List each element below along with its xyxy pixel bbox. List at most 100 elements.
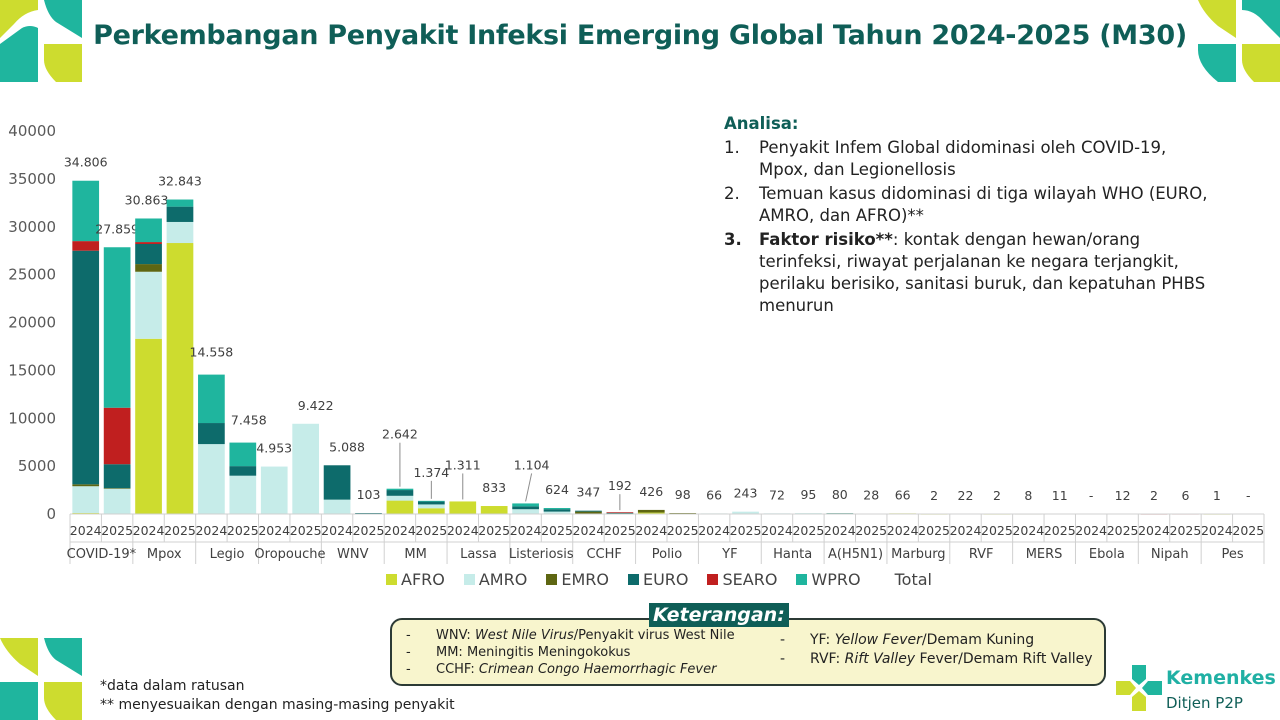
- legend-item: WPRO: [796, 570, 861, 589]
- dash: -: [406, 662, 411, 677]
- data-label: 22: [958, 488, 974, 503]
- bar-segment-wpro: [543, 508, 571, 510]
- bar-segment-wpro: [72, 180, 100, 242]
- legend-swatch: [386, 574, 397, 585]
- bar-segment-searo: [103, 407, 131, 465]
- bar-segment-euro: [72, 250, 100, 485]
- x-year-label: 2024: [635, 523, 667, 538]
- x-year-label: 2025: [730, 523, 762, 538]
- bar-segment-amro: [229, 475, 257, 514]
- x-year-label: 2025: [1107, 523, 1139, 538]
- keterangan-title: Keterangan:: [649, 603, 789, 627]
- bar-segment-euro: [417, 501, 445, 505]
- x-category-label: Legio: [210, 547, 245, 562]
- bar-segment-euro: [386, 490, 414, 496]
- data-label: -: [1246, 488, 1251, 503]
- logo-text: Kemenkes Ditjen P2P: [1166, 668, 1276, 713]
- legend-swatch: [796, 574, 808, 585]
- bar-segment-wpro: [229, 442, 257, 467]
- x-category-label: Mpox: [147, 547, 182, 562]
- bar-segment-euro: [575, 510, 602, 512]
- legend-swatch: [707, 574, 719, 585]
- bar-segment-amro: [512, 509, 539, 514]
- analysis-item-bold: Faktor risiko**: [759, 230, 893, 249]
- data-label: 98: [675, 487, 691, 502]
- data-label: 30.863: [125, 192, 169, 207]
- legend-swatch: [627, 574, 639, 585]
- x-year-label: 2024: [1075, 523, 1107, 538]
- legend-swatch: [463, 574, 475, 585]
- x-category-label: MERS: [1026, 547, 1063, 562]
- data-label: 4.953: [256, 441, 292, 456]
- bar-segment-afro: [386, 500, 414, 514]
- analysis-heading: Analisa:: [724, 114, 799, 133]
- bar-segment-amro: [543, 511, 571, 514]
- x-category-label: COVID-19*: [67, 547, 137, 562]
- bar-segment-searo: [135, 242, 162, 244]
- y-tick-label: 5000: [18, 457, 56, 475]
- data-label: 28: [863, 488, 879, 503]
- x-category-label: Listeriosis: [509, 547, 574, 562]
- keterangan-row: - WNV: West Nile Virus/Penyakit virus Wes…: [406, 627, 735, 644]
- legend-label: SEARO: [722, 570, 778, 589]
- corner-ornament-top-right: [1198, 0, 1280, 82]
- x-category-label: Polio: [652, 547, 683, 562]
- legend-item: EURO: [627, 570, 688, 589]
- bar-segment-afro: [480, 506, 508, 514]
- x-year-label: 2025: [604, 523, 636, 538]
- x-year-label: 2024: [258, 523, 290, 538]
- bar-segment-searo: [72, 241, 100, 251]
- x-year-label: 2024: [70, 523, 102, 538]
- x-year-label: 2025: [1044, 523, 1076, 538]
- stacked-bar-chart: 0 5000 10000 15000 20000 25000 30000 35000 40000…: [8, 122, 1265, 564]
- x-category-label: Hanta: [773, 547, 812, 562]
- bar-segment-emro: [72, 484, 100, 487]
- page-title: Perkembangan Penyakit Infeksi Emerging G…: [93, 20, 1187, 51]
- bar-segment-wpro: [135, 218, 162, 243]
- x-year-label: 2025: [667, 523, 699, 538]
- bar-segment-amro: [135, 271, 162, 339]
- x-year-label: 2024: [195, 523, 227, 538]
- analysis-item-text: Temuan kasus didominasi di tiga wilayah …: [759, 184, 1208, 225]
- y-tick-label: 25000: [8, 266, 56, 284]
- y-tick-label: 35000: [8, 170, 56, 188]
- x-year-label: 2025: [1232, 523, 1264, 538]
- bar-segment-amro: [417, 504, 445, 509]
- keterangan-row: - RVF: Rift Valley Fever/Demam Rift Valle…: [780, 650, 1093, 669]
- legend-swatch: [546, 574, 558, 585]
- legend-label: EMRO: [561, 570, 609, 589]
- y-tick-label: 20000: [8, 314, 56, 332]
- y-tick-label: 15000: [8, 361, 56, 379]
- x-year-label: 2025: [227, 523, 259, 538]
- x-category-label: Nipah: [1151, 547, 1189, 562]
- bar-segment-wpro: [198, 374, 225, 424]
- x-year-label: 2024: [384, 523, 416, 538]
- analysis-item: 3. Faktor risiko**: kontak dengan hewan/o…: [724, 229, 1214, 317]
- x-year-label: 2025: [415, 523, 447, 538]
- bar-segment-amro: [386, 495, 414, 501]
- term-rest: /Demam Kuning: [921, 632, 1035, 648]
- keterangan-right: - YF: Yellow Fever/Demam Kuning - RVF: Rif…: [780, 631, 1093, 668]
- dash: -: [406, 645, 411, 660]
- x-category-label: Pes: [1222, 547, 1244, 562]
- x-year-label: 2024: [698, 523, 730, 538]
- bar-segment-euro: [135, 243, 162, 265]
- x-category-label: Marburg: [891, 547, 945, 562]
- x-category-label: YF: [721, 547, 737, 562]
- data-label-leader: [525, 473, 533, 502]
- abbr: RVF:: [810, 650, 845, 667]
- corner-ornament-top-left: [0, 0, 82, 82]
- x-category-label: Ebola: [1089, 547, 1125, 562]
- bar-segment-euro: [323, 465, 351, 500]
- bar-segment-amro: [732, 511, 759, 514]
- bar-segment-amro: [198, 444, 225, 514]
- term-italic: West Nile Virus: [474, 628, 574, 643]
- kemenkes-logo-icon: [1116, 665, 1162, 711]
- x-year-label: 2024: [1012, 523, 1044, 538]
- x-year-label: 2024: [573, 523, 605, 538]
- bar-segment-wpro: [166, 199, 194, 207]
- dash: -: [780, 650, 786, 667]
- x-year-label: 2024: [447, 523, 479, 538]
- analysis-item-number: 2.: [724, 184, 740, 203]
- x-year-label: 2025: [918, 523, 950, 538]
